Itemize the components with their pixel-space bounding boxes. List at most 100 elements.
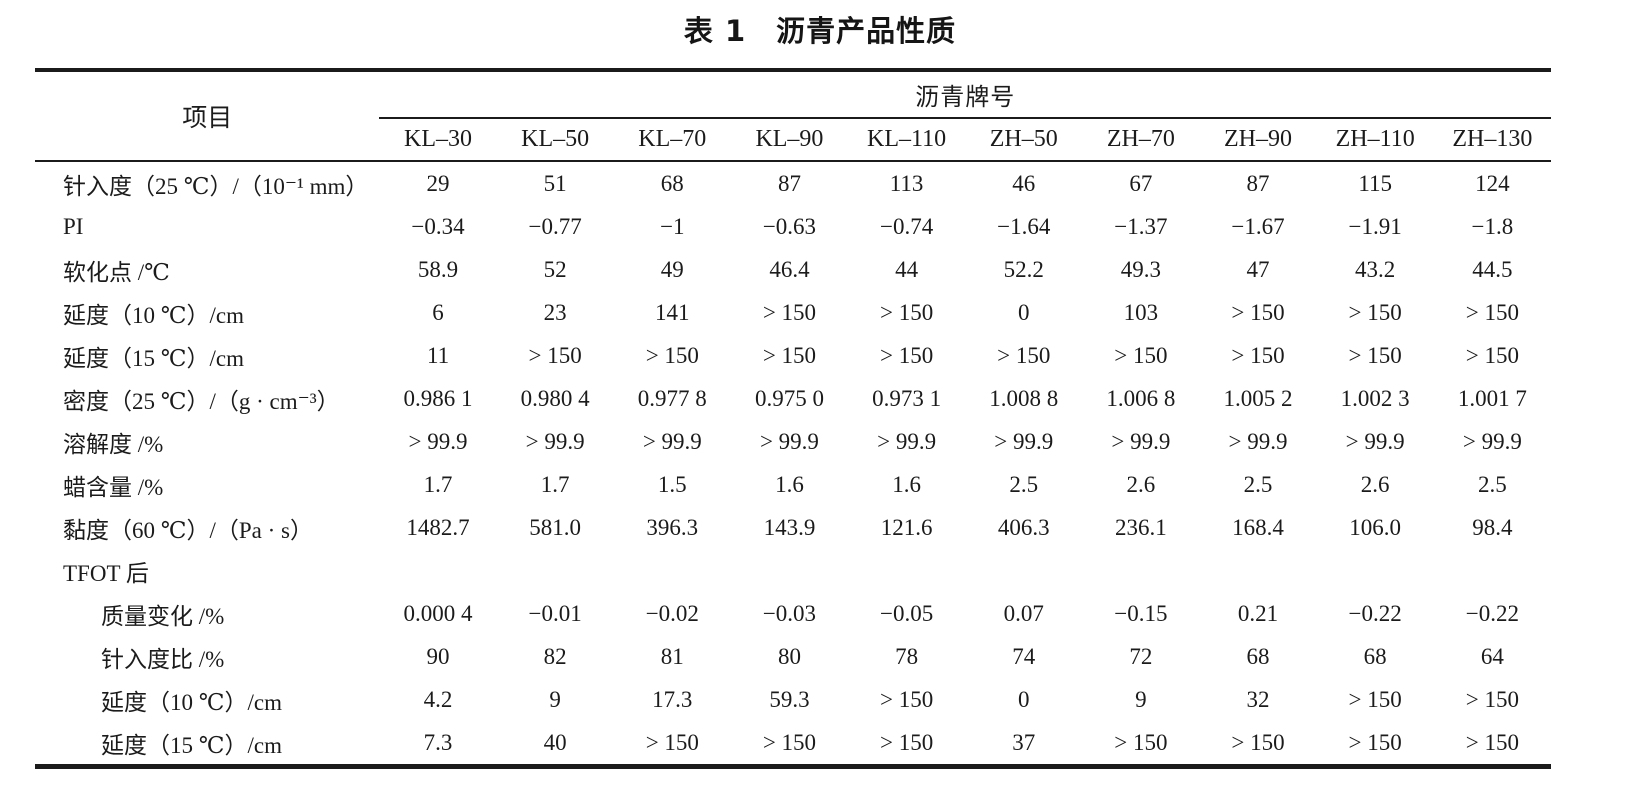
- cell-value: > 99.9: [994, 428, 1054, 454]
- cell-value: 52.2: [1003, 256, 1044, 282]
- cell-value: −0.01: [528, 600, 582, 626]
- cell-value: −0.63: [762, 213, 817, 239]
- cell-value: 0.000 4: [403, 600, 473, 626]
- table-row: 延度（15 ℃）/cm 11 > 150 > 150 > 150 > 150 > 150 > …: [35, 334, 1551, 377]
- table-row: 针入度（25 ℃）/（10⁻¹ mm） 29 51 68 87 113 46 67 87 115 1…: [35, 161, 1551, 205]
- table-row: 质量变化 /% 0.000 4 −0.01 −0.02 −0.03 −0.05 0.07 −0…: [35, 592, 1551, 635]
- row-label: PI: [63, 213, 84, 239]
- cell-value: > 99.9: [525, 428, 585, 454]
- cell-value: > 99.9: [1462, 428, 1522, 454]
- cell-value: [614, 549, 731, 592]
- cell-value: > 99.9: [1228, 428, 1288, 454]
- grade-column-header: ZH–50: [965, 118, 1083, 162]
- row-label: 针入度比 /%: [101, 646, 225, 672]
- cell-value: −0.22: [1348, 600, 1402, 626]
- cell-value: 581.0: [529, 514, 582, 540]
- cell-value: 1.006 8: [1106, 385, 1176, 411]
- cell-value: 82: [543, 643, 567, 669]
- row-label: 蜡含量 /%: [63, 474, 164, 500]
- cell-value: 2.6: [1360, 471, 1390, 497]
- cell-value: > 150: [1348, 342, 1402, 368]
- grade-column-header: KL–70: [613, 118, 731, 162]
- grade-column-header: KL–30: [379, 118, 497, 162]
- cell-value: 59.3: [769, 686, 810, 712]
- cell-value: 124: [1475, 170, 1510, 196]
- cell-value: > 150: [762, 729, 817, 755]
- cell-value: > 150: [528, 342, 582, 368]
- cell-value: −0.22: [1465, 600, 1519, 626]
- table-row: TFOT 后: [35, 549, 1551, 592]
- cell-value: 0.07: [1003, 600, 1044, 626]
- table-row: 延度（10 ℃）/cm 4.2 9 17.3 59.3 > 150 0 9 32 > 150 > 1…: [35, 678, 1551, 721]
- cell-value: 67: [1129, 170, 1153, 196]
- cell-value: 1.6: [775, 471, 804, 497]
- cell-value: 406.3: [997, 514, 1050, 540]
- cell-value: [848, 549, 965, 592]
- cell-value: > 150: [997, 342, 1051, 368]
- cell-value: 106.0: [1349, 514, 1402, 540]
- cell-value: > 150: [879, 729, 934, 755]
- cell-value: −1.67: [1231, 213, 1285, 239]
- cell-value: 396.3: [646, 514, 699, 540]
- cell-value: 1.6: [892, 471, 921, 497]
- cell-value: [1317, 549, 1434, 592]
- row-label: TFOT 后: [63, 560, 149, 586]
- cell-value: 113: [889, 170, 924, 196]
- cell-value: 47: [1246, 256, 1270, 282]
- cell-value: 0: [1017, 299, 1030, 325]
- table-container: 项目 沥青牌号 KL–30 KL–50 KL–70 KL–90 KL–110 Z…: [35, 68, 1551, 769]
- grade-column-header: KL–90: [730, 118, 849, 162]
- cell-value: > 150: [762, 342, 817, 368]
- cell-value: 168.4: [1232, 514, 1284, 540]
- cell-value: 0.21: [1237, 600, 1279, 626]
- cell-value: 115: [1358, 170, 1392, 196]
- cell-value: > 150: [1348, 299, 1402, 325]
- cell-value: 143.9: [763, 514, 816, 540]
- cell-value: 37: [1012, 729, 1036, 755]
- cell-value: 68: [1246, 643, 1270, 669]
- grade-column-header: KL–110: [848, 118, 966, 162]
- cell-value: > 99.9: [408, 428, 468, 454]
- cell-value: 0.973 1: [872, 385, 942, 411]
- row-label: 延度（10 ℃）/cm: [101, 689, 282, 715]
- cell-value: > 150: [879, 342, 934, 368]
- cell-value: 51: [543, 170, 567, 196]
- cell-value: −0.02: [645, 600, 699, 626]
- cell-value: 0.977 8: [637, 385, 707, 411]
- cell-value: −1.8: [1471, 213, 1514, 239]
- cell-value: [1434, 549, 1551, 592]
- cell-value: 1.001 7: [1457, 385, 1527, 411]
- cell-value: [1199, 549, 1316, 592]
- cell-value: 141: [655, 299, 690, 325]
- cell-value: −1.37: [1114, 213, 1168, 239]
- table-title: 表 1 沥青产品性质: [683, 14, 957, 48]
- table-row: 黏度（60 ℃）/（Pa · s） 1482.7 581.0 396.3 143.9 12…: [35, 506, 1551, 549]
- cell-value: 23: [543, 299, 567, 325]
- cell-value: 81: [660, 643, 684, 669]
- asphalt-properties-table: 项目 沥青牌号 KL–30 KL–50 KL–70 KL–90 KL–110 Z…: [35, 68, 1551, 769]
- cell-value: 44: [895, 256, 919, 282]
- cell-value: 2.6: [1126, 471, 1156, 497]
- cell-value: −0.15: [1114, 600, 1168, 626]
- cell-value: 1.005 2: [1223, 385, 1293, 411]
- cell-value: 4.2: [423, 686, 453, 712]
- cell-value: 58.9: [417, 256, 459, 282]
- cell-value: > 150: [1465, 729, 1519, 755]
- cell-value: 0.986 1: [403, 385, 473, 411]
- cell-value: > 150: [1231, 729, 1285, 755]
- cell-value: −1: [660, 213, 685, 239]
- cell-value: 17.3: [652, 686, 693, 712]
- cell-value: 49: [660, 256, 684, 282]
- table-row: 延度（10 ℃）/cm 6 23 141 > 150 > 150 0 103 > 150 > 15…: [35, 291, 1551, 334]
- table-row: 针入度比 /% 90 82 81 80 78 74 72 68 68 64: [35, 635, 1551, 678]
- cell-value: 121.6: [880, 514, 933, 540]
- cell-value: > 150: [1348, 729, 1402, 755]
- grade-column-header: ZH–130: [1433, 118, 1551, 162]
- row-label: 溶解度 /%: [63, 431, 164, 457]
- cell-value: 1.008 8: [989, 385, 1059, 411]
- cell-value: 68: [1363, 643, 1387, 669]
- table-row: 蜡含量 /% 1.7 1.7 1.5 1.6 1.6 2.5 2.6 2.5 2.6 2.5: [35, 463, 1551, 506]
- cell-value: 43.2: [1355, 256, 1396, 282]
- table-row: 延度（15 ℃）/cm 7.3 40 > 150 > 150 > 150 37 > 150 > …: [35, 721, 1551, 767]
